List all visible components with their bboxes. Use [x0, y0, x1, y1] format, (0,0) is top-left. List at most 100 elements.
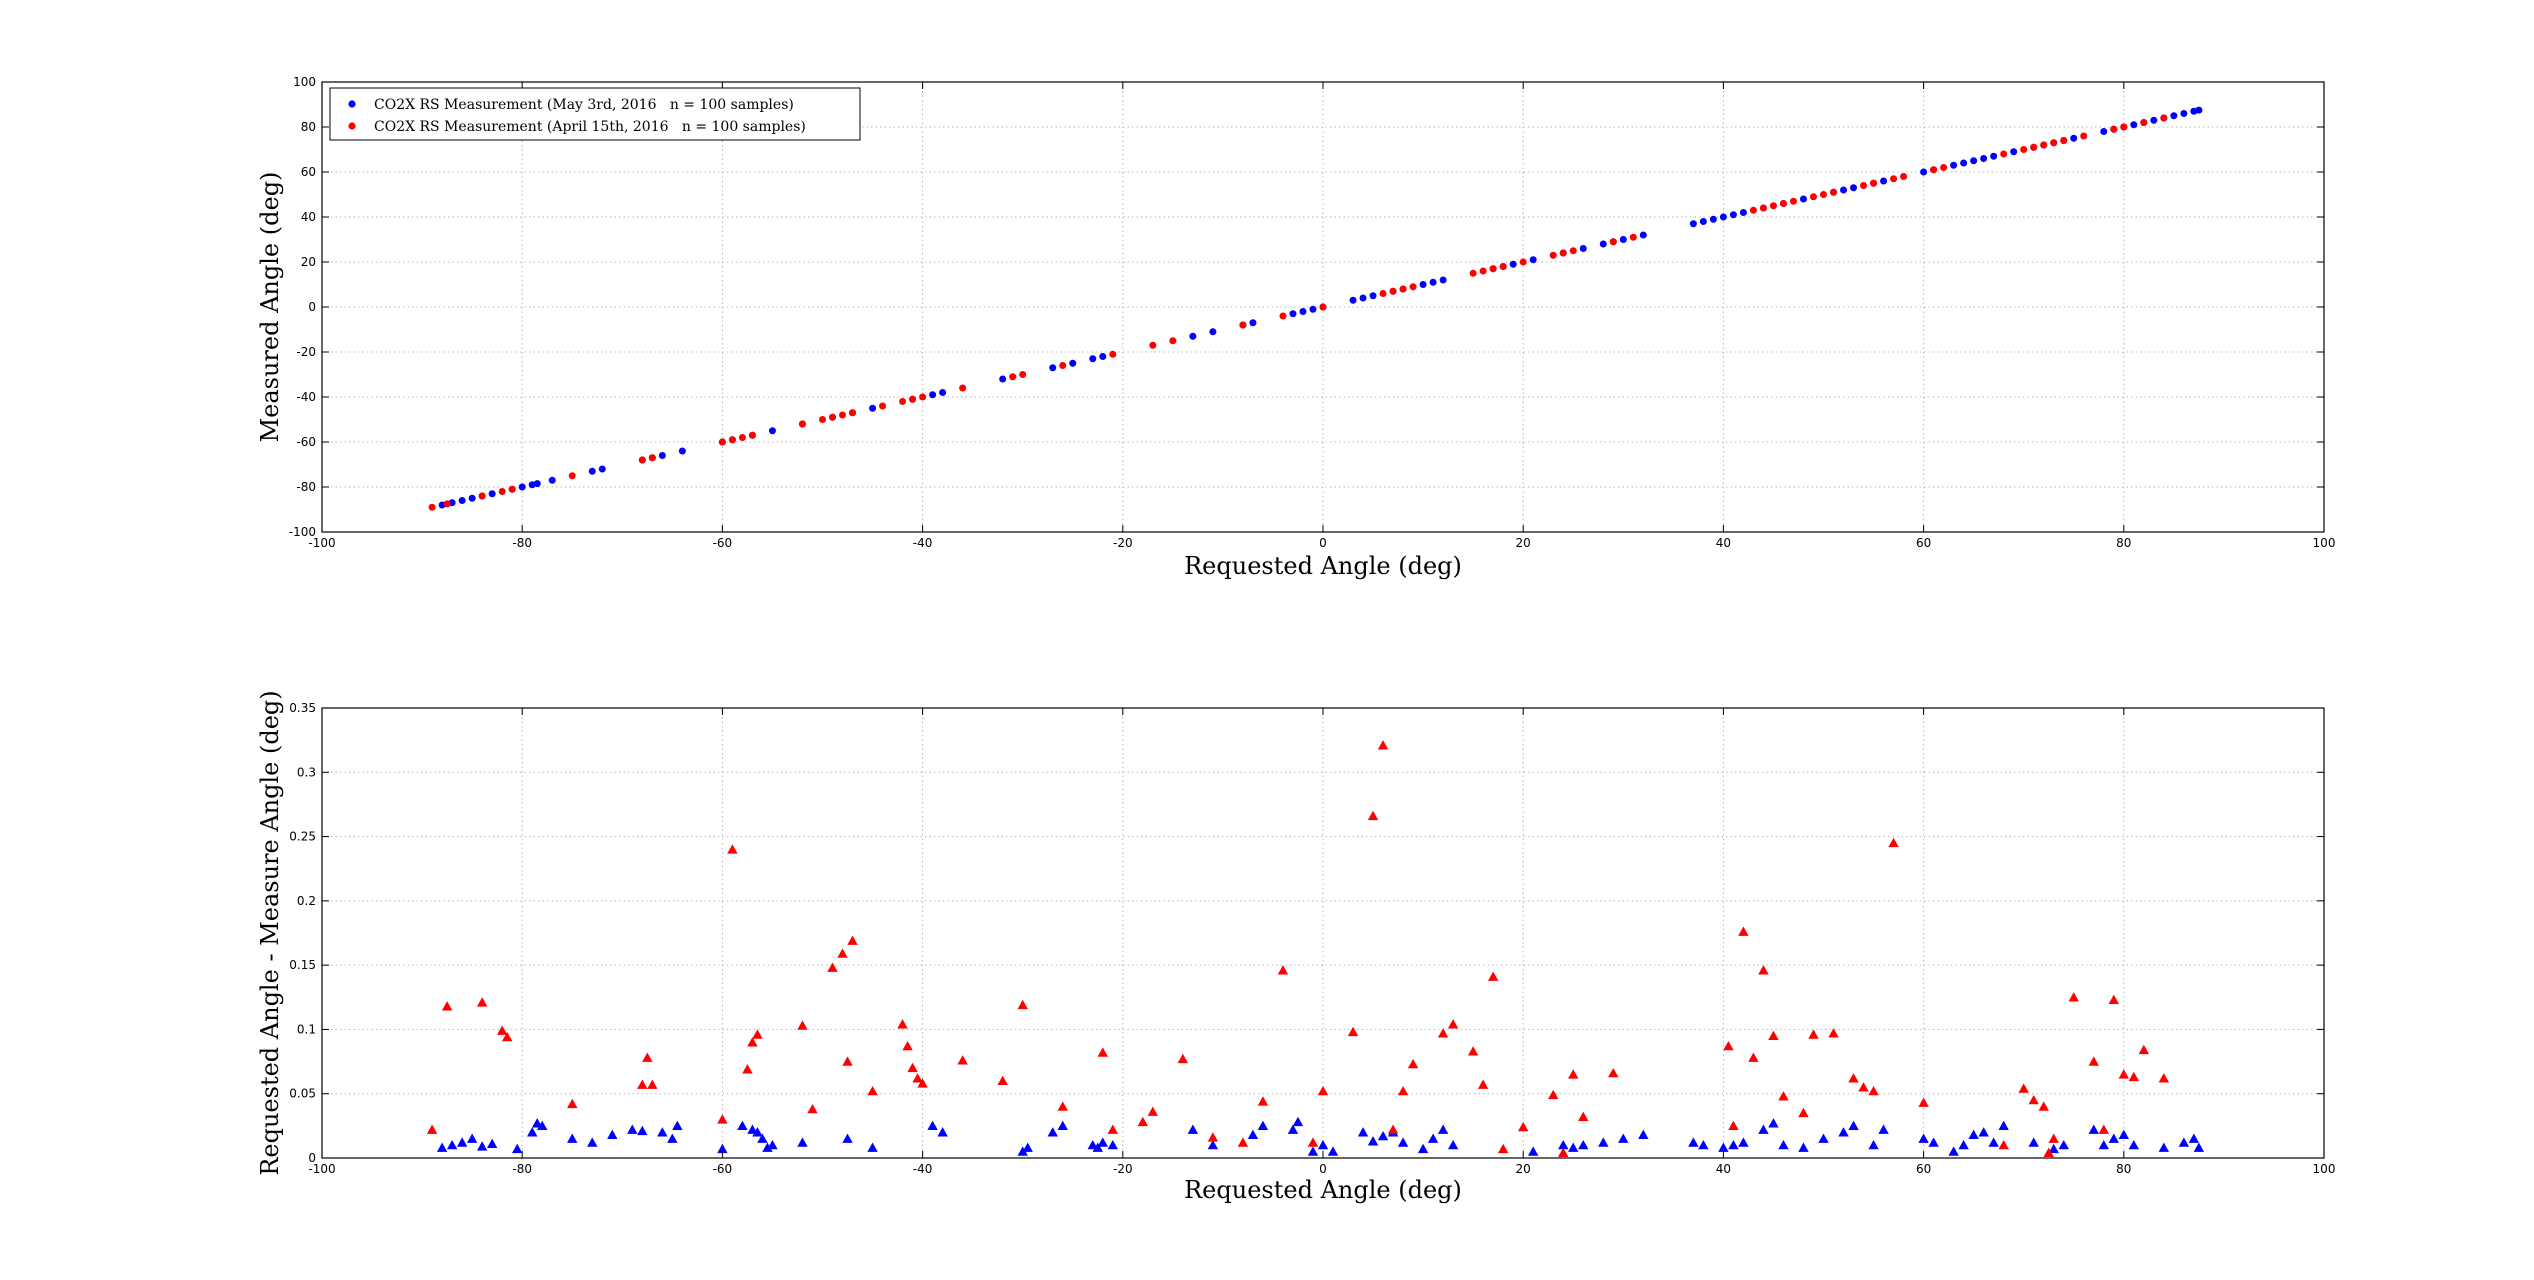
bottom-series-0-point	[1022, 1142, 1033, 1152]
top-series-0-point	[939, 389, 947, 396]
bottom-series-0-point	[1528, 1146, 1539, 1156]
top-series-1-point	[1489, 265, 1497, 273]
bottom-series-1-point	[1548, 1089, 1559, 1100]
bottom-series-1-point	[1237, 1137, 1249, 1147]
top-series-1-point	[1519, 258, 1527, 266]
bottom-series-0-point	[1758, 1124, 1769, 1134]
bottom-series-0-point	[1558, 1139, 1569, 1150]
bottom-series-0-point	[842, 1133, 853, 1143]
bottom-series-0-point	[1978, 1127, 1989, 1137]
top-series-1-point	[428, 503, 436, 511]
bottom-series-0-point	[1998, 1120, 2009, 1131]
top-series-1-point	[1820, 191, 1827, 198]
top-series-1-point	[1789, 197, 1797, 205]
top-series-1-point	[1749, 206, 1757, 214]
top-series-0-point	[1850, 184, 1858, 192]
top-y-tick-label: -100	[289, 525, 316, 539]
bottom-series-0-point	[1948, 1146, 1959, 1156]
top-series-0-point	[1599, 240, 1607, 248]
bottom-y-tick-label: 0	[308, 1151, 316, 1165]
bottom-series-0-point	[2048, 1143, 2059, 1154]
bottom-series-1-point	[2108, 994, 2119, 1005]
bottom-series-1-point	[2158, 1073, 2170, 1083]
bottom-x-tick-label: -60	[713, 1162, 733, 1176]
bottom-series-0-point	[2098, 1139, 2109, 1150]
bottom-series-0-point	[1092, 1142, 1103, 1152]
bottom-series-1-point	[1558, 1147, 1569, 1158]
bottom-series-0-point	[1292, 1116, 1304, 1127]
top-series-0-point	[1289, 310, 1297, 318]
bottom-series-1-point	[441, 1001, 453, 1011]
bottom-series-0-point	[1287, 1124, 1299, 1134]
bottom-series-0-point	[2118, 1129, 2129, 1140]
top-series-1-point	[1549, 251, 1557, 259]
bottom-x-tick-label: 0	[1319, 1162, 1327, 1176]
top-series-1-point	[1890, 175, 1898, 183]
bottom-series-1-point	[1758, 965, 1769, 975]
top-y-tick-label: 40	[301, 210, 316, 224]
bottom-y-axis-label: Requested Angle - Measure Angle (deg)	[256, 690, 284, 1175]
top-series-0-point	[1369, 292, 1377, 300]
top-series-1-point	[1900, 173, 1908, 180]
bottom-series-0-point	[1958, 1139, 1969, 1150]
bottom-series-1-point	[1137, 1116, 1149, 1127]
bottom-series-0-point	[1688, 1137, 1699, 1147]
top-series-1-point	[1809, 193, 1817, 201]
bottom-series-0-point	[1057, 1120, 1068, 1131]
top-series-0-point	[2070, 134, 2078, 142]
top-series-0-point	[1509, 260, 1517, 268]
bottom-series-1-point	[1828, 1028, 1839, 1038]
top-series-1-point	[2160, 114, 2168, 122]
top-series-0-point	[658, 452, 666, 459]
top-series-1-point	[2140, 119, 2148, 126]
top-x-tick-label: -20	[1113, 536, 1133, 550]
top-series-1-point	[1479, 267, 1487, 275]
bottom-series-0-point	[1738, 1137, 1749, 1147]
bottom-y-tick-label: 0.05	[289, 1087, 316, 1101]
legend-box	[329, 87, 861, 141]
top-series-1-point	[568, 472, 576, 480]
bottom-series-0-point	[657, 1127, 668, 1137]
top-series-1-point	[2020, 146, 2028, 153]
top-series-1-point	[508, 485, 516, 493]
bottom-series-1-point	[752, 1029, 763, 1039]
top-series-1-point	[1940, 164, 1948, 171]
bottom-series-1-point	[2128, 1071, 2140, 1082]
bottom-series-0-point	[1618, 1133, 1629, 1143]
top-series-1-point	[1609, 238, 1617, 246]
bottom-series-0-point	[1988, 1137, 1999, 1147]
top-series-1-point	[909, 395, 917, 403]
bottom-series-1-point	[1207, 1132, 1219, 1142]
bottom-series-1-point	[1367, 810, 1379, 821]
bottom-series-1-point	[1277, 965, 1289, 975]
bottom-series-0-point	[1728, 1139, 1739, 1150]
bottom-series-0-point	[1578, 1139, 1589, 1150]
top-series-1-point	[879, 402, 887, 410]
bottom-series-0-point	[1367, 1136, 1379, 1146]
bottom-series-0-point	[567, 1133, 578, 1143]
bottom-series-1-point	[1397, 1085, 1409, 1096]
top-y-tick-label: 20	[301, 255, 316, 269]
bottom-series-0-point	[1257, 1120, 1269, 1131]
bottom-x-tick-label: -40	[913, 1162, 933, 1176]
top-series-0-point	[2195, 106, 2203, 114]
bottom-series-0-point	[1798, 1142, 1809, 1152]
top-y-tick-label: -20	[296, 345, 316, 359]
bottom-series-0-point	[2058, 1139, 2069, 1150]
bottom-series-0-point	[1317, 1139, 1329, 1150]
top-series-0-point	[1880, 177, 1888, 185]
bottom-series-1-point	[1017, 999, 1028, 1010]
bottom-x-tick-label: 100	[2313, 1162, 2336, 1176]
bottom-series-0-point	[1047, 1127, 1058, 1137]
bottom-y-tick-label: 0.2	[297, 894, 316, 908]
bottom-series-1-point	[637, 1079, 648, 1089]
top-series-0-point	[1689, 220, 1697, 228]
bottom-series-1-point	[647, 1079, 658, 1089]
bottom-series-1-point	[1497, 1143, 1509, 1154]
bottom-series-1-point	[501, 1031, 513, 1042]
top-y-tick-label: -60	[296, 435, 316, 449]
legend-marker-may	[348, 100, 356, 108]
top-series-1-point	[2050, 139, 2058, 147]
bottom-series-1-point	[2048, 1133, 2059, 1143]
top-y-tick-label: -80	[296, 480, 316, 494]
